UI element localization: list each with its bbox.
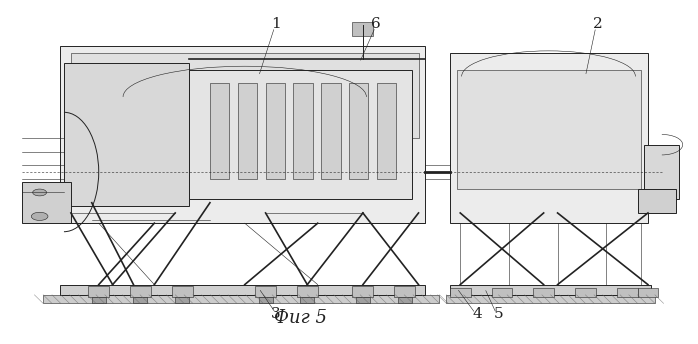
Bar — [644, 145, 679, 199]
Bar — [377, 83, 396, 179]
Text: 6: 6 — [371, 17, 380, 31]
Bar — [91, 297, 105, 303]
Bar — [88, 286, 109, 297]
Bar — [71, 53, 419, 138]
Bar — [321, 83, 341, 179]
Bar — [175, 297, 189, 303]
Bar — [450, 53, 648, 223]
Text: Фиг 5: Фиг 5 — [274, 309, 327, 327]
Text: 1: 1 — [271, 17, 281, 31]
Bar — [133, 297, 147, 303]
Bar — [450, 288, 470, 297]
Bar — [293, 83, 313, 179]
Circle shape — [31, 212, 48, 221]
Bar — [491, 288, 512, 297]
Bar — [446, 295, 655, 303]
Bar — [352, 286, 373, 297]
Bar — [297, 286, 318, 297]
Text: 5: 5 — [493, 307, 503, 321]
Bar — [43, 295, 439, 303]
Circle shape — [33, 189, 47, 196]
Text: 4: 4 — [473, 307, 482, 321]
Bar — [259, 297, 272, 303]
Bar — [172, 286, 193, 297]
Bar — [533, 288, 554, 297]
Bar — [450, 284, 651, 295]
Bar — [265, 83, 285, 179]
Bar — [64, 63, 189, 206]
Text: 2: 2 — [593, 17, 603, 31]
Bar — [210, 83, 230, 179]
Bar — [255, 286, 276, 297]
Bar — [189, 69, 412, 199]
Bar — [616, 288, 637, 297]
Bar — [356, 297, 370, 303]
Text: 3: 3 — [272, 307, 281, 321]
Bar — [61, 46, 426, 223]
Bar — [352, 22, 373, 35]
Bar — [238, 83, 258, 179]
Bar — [300, 297, 314, 303]
Bar — [398, 297, 412, 303]
Polygon shape — [61, 284, 426, 295]
Bar — [575, 288, 596, 297]
Bar — [456, 69, 641, 189]
Bar — [637, 288, 658, 297]
Bar — [130, 286, 151, 297]
Bar — [394, 286, 415, 297]
Bar — [637, 189, 676, 213]
Bar — [349, 83, 369, 179]
Bar — [22, 182, 71, 223]
